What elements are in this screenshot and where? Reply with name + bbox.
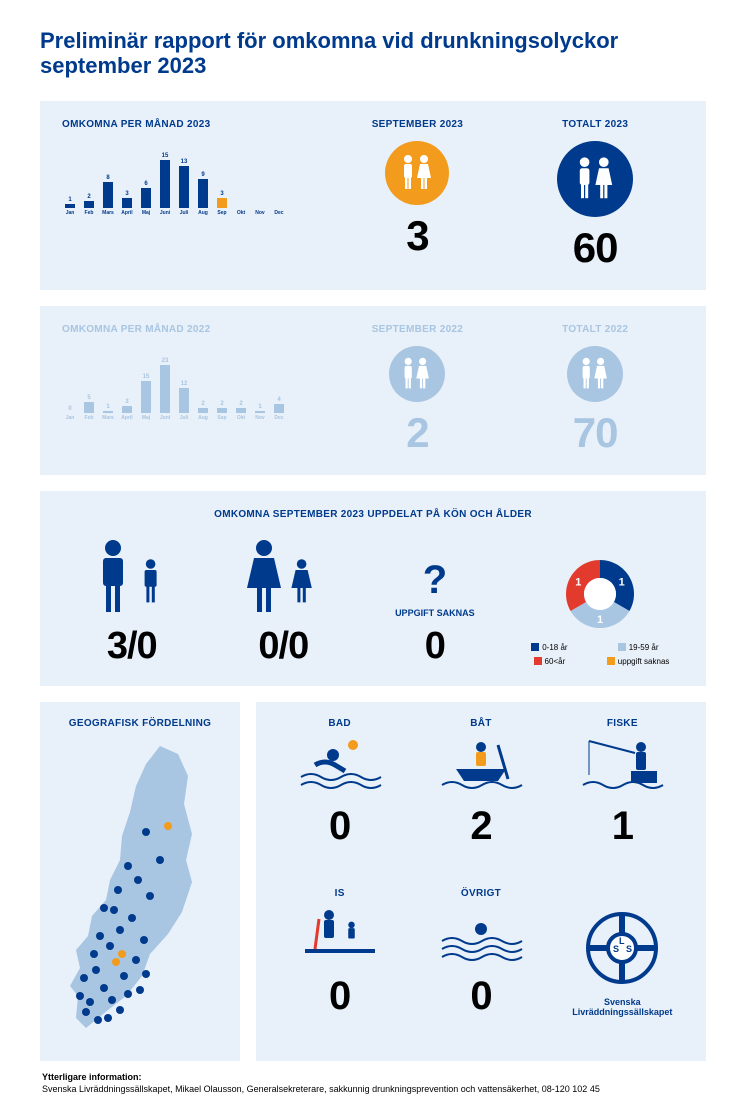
activity-value: 0 <box>274 804 405 849</box>
footer: Ytterligare information: Svenska Livrädd… <box>40 1071 706 1096</box>
total-2022-label: TOTALT 2022 <box>506 324 684 335</box>
male-icon <box>87 538 177 614</box>
sls-logo-icon: S S L <box>582 908 662 988</box>
panel-2022: OMKOMNA PER MÅNAD 2022 0Jan5Feb1Mars3Apr… <box>40 306 706 475</box>
month-2022-label: SEPTEMBER 2022 <box>329 324 507 335</box>
map-panel: GEOGRAFISK FÖRDELNING <box>40 702 240 1061</box>
female-value: 0/0 <box>214 625 354 668</box>
logo-label: Svenska Livräddningssällskapet <box>557 997 688 1018</box>
svg-text:1: 1 <box>576 576 582 588</box>
activity-label: FISKE <box>557 718 688 729</box>
activity-label: ÖVRIGT <box>415 888 546 899</box>
sweden-map <box>50 740 230 1040</box>
activities-panel: BAD 0 BÅT 2 FISKE 1 IS 0 ÖVRIGT 0 S S L Svenska L… <box>256 702 706 1061</box>
female-icon <box>238 538 328 614</box>
gender-age-title: OMKOMNA SEPTEMBER 2023 UPPDELAT PÅ KÖN O… <box>62 509 684 520</box>
svg-text:L: L <box>619 936 625 946</box>
footer-heading: Ytterligare information: <box>42 1072 142 1082</box>
activity-value: 0 <box>415 974 546 1019</box>
svg-text:S: S <box>626 944 632 954</box>
activity-bat: BÅT 2 <box>415 718 546 875</box>
activity-ovrigt: ÖVRIGT 0 <box>415 888 546 1045</box>
month-2022-value: 2 <box>329 409 507 457</box>
male-value: 3/0 <box>62 625 202 668</box>
total-2023-value: 60 <box>506 224 684 272</box>
activity-bad: BAD 0 <box>274 718 405 875</box>
activity-label: IS <box>274 888 405 899</box>
page-title: Preliminär rapport för omkomna vid drunk… <box>40 28 706 79</box>
activity-fiske: FISKE 1 <box>557 718 688 875</box>
people-icon <box>388 345 446 403</box>
org-logo: S S L Svenska Livräddningssällskapet <box>557 888 688 1045</box>
donut-legend: 0-18 år19-59 år60<åruppgift saknas <box>517 642 684 668</box>
chart-2023: 1Jan2Feb8Mars3April6Maj15Juni13Juli9Aug3… <box>62 140 329 216</box>
chart-2022-title: OMKOMNA PER MÅNAD 2022 <box>62 324 329 335</box>
svg-text:1: 1 <box>619 576 625 588</box>
total-2022-value: 70 <box>506 409 684 457</box>
footer-text: Svenska Livräddningssällskapet, Mikael O… <box>42 1084 600 1094</box>
activity-value: 1 <box>557 804 688 849</box>
people-icon <box>566 345 624 403</box>
chart-2022: 0Jan5Feb1Mars3April15Maj23Juni12Juli2Aug… <box>62 345 329 421</box>
chart-2023-title: OMKOMNA PER MÅNAD 2023 <box>62 119 329 130</box>
activity-value: 0 <box>274 974 405 1019</box>
svg-text:1: 1 <box>597 614 603 626</box>
map-title: GEOGRAFISK FÖRDELNING <box>50 718 230 730</box>
panel-2023: OMKOMNA PER MÅNAD 2023 1Jan2Feb8Mars3Apr… <box>40 101 706 290</box>
panel-gender-age: OMKOMNA SEPTEMBER 2023 UPPDELAT PÅ KÖN O… <box>40 491 706 686</box>
activity-is: IS 0 <box>274 888 405 1045</box>
month-2023-value: 3 <box>329 212 507 260</box>
month-2023-label: SEPTEMBER 2023 <box>329 119 507 130</box>
people-icon <box>384 140 450 206</box>
age-donut: 1 1 1 <box>550 554 650 634</box>
missing-label: UPPGIFT SAKNAS <box>365 609 505 619</box>
activity-label: BAD <box>274 718 405 729</box>
svg-text:?: ? <box>423 559 447 602</box>
total-2023-label: TOTALT 2023 <box>506 119 684 130</box>
activity-label: BÅT <box>415 718 546 729</box>
activity-value: 2 <box>415 804 546 849</box>
question-icon: ? <box>415 559 455 605</box>
missing-value: 0 <box>365 625 505 668</box>
people-icon <box>556 140 634 218</box>
